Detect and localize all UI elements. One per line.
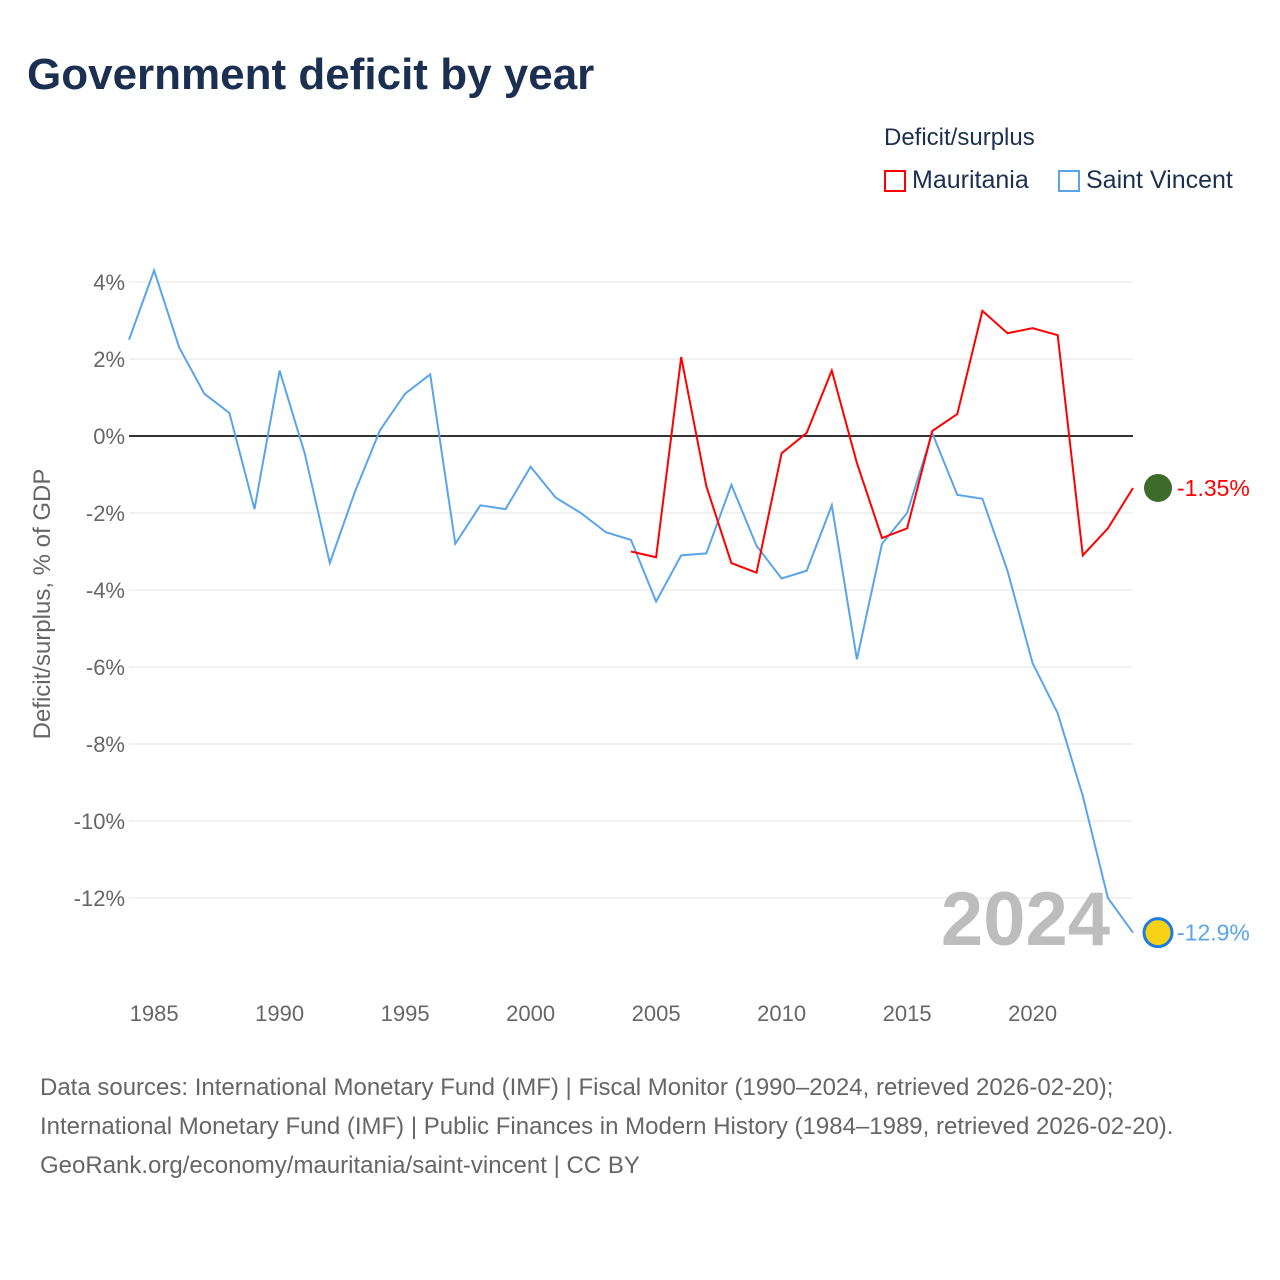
flag-icon [1144,473,1172,502]
x-tick-label: 1990 [255,1001,304,1026]
y-tick-label: -4% [86,578,125,603]
legend-title: Deficit/surplus [884,124,1035,151]
x-tick-label: 2005 [632,1001,681,1026]
x-tick-label: 2000 [506,1001,555,1026]
legend-swatch [884,169,906,192]
y-tick-label: -10% [74,809,125,834]
y-axis-label: Deficit/surplus, % of GDP [29,469,56,740]
y-tick-label: -2% [86,501,125,526]
series-line-mauritania [630,309,1134,575]
y-tick-label: 2% [93,347,125,372]
legend-swatch [1058,169,1080,192]
footer: Data sources: International Monetary Fun… [40,1068,1240,1185]
end-value-label: -12.9% [1177,920,1250,946]
year-watermark: 2024 [941,877,1110,962]
legend-item-saint-vincent[interactable]: Saint Vincent [1058,166,1233,195]
x-tick-label: 2015 [883,1001,932,1026]
chart-title: Government deficit by year [27,50,595,99]
legend-label: Saint Vincent [1086,166,1233,194]
y-tick-label: -6% [86,655,125,680]
end-value-label: -1.35% [1177,475,1250,501]
series-line-saint-vincent [128,267,1134,934]
credit-link[interactable]: GeoRank.org/economy/mauritania/saint-vin… [40,1152,640,1179]
data-sources: Data sources: International Monetary Fun… [40,1074,1174,1140]
flag-icon [1142,917,1174,949]
legend-label: Mauritania [912,166,1029,194]
y-tick-label: -12% [74,886,125,911]
x-tick-label: 1995 [381,1001,430,1026]
y-tick-label: -8% [86,732,125,757]
y-tick-label: 0% [93,424,125,449]
legend-item-mauritania[interactable]: Mauritania [884,166,1029,195]
line-chart: 4% 2% 0% -2% -4% -6% -8% -10% -12% 1985 1990 1995 20… [29,267,1250,1026]
x-tick-label: 2010 [757,1001,806,1026]
y-tick-label: 4% [93,270,125,295]
x-tick-label: 2020 [1008,1001,1057,1026]
x-tick-label: 1985 [130,1001,179,1026]
